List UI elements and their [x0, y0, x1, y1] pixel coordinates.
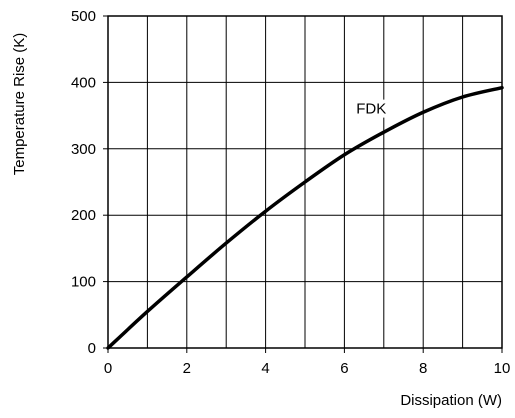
x-tick-label: 6	[340, 360, 348, 377]
x-tick-label: 8	[419, 360, 427, 377]
y-axis-label: Temperature Rise (K)	[11, 33, 28, 176]
x-tick-label: 4	[261, 360, 269, 377]
x-tick-label: 0	[104, 360, 112, 377]
x-tick-label: 10	[494, 360, 511, 377]
y-tick-label: 400	[71, 74, 96, 91]
x-axis-label: Dissipation (W)	[400, 392, 502, 409]
annotation-background	[354, 99, 391, 118]
y-tick-label: 500	[71, 8, 96, 25]
x-tick-label: 2	[183, 360, 191, 377]
y-tick-label: 300	[71, 141, 96, 158]
y-tick-label: 100	[71, 274, 96, 291]
series-layer	[106, 85, 504, 350]
x-tick-labels: 0 2 4 6 8 10	[104, 348, 511, 377]
y-tick-label: 200	[71, 207, 96, 224]
y-tick-label: 0	[88, 340, 96, 357]
series-label-fdk: FDK	[356, 101, 386, 118]
annotation-layer: FDK	[354, 99, 391, 118]
y-tick-labels: 0 100 200 300 400 500	[71, 8, 108, 357]
series-line-fdk	[106, 85, 504, 350]
plot-frame	[107, 15, 503, 349]
